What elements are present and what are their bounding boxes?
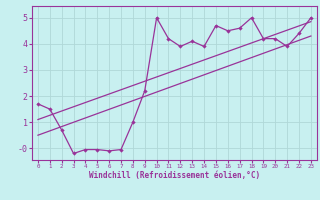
X-axis label: Windchill (Refroidissement éolien,°C): Windchill (Refroidissement éolien,°C): [89, 171, 260, 180]
